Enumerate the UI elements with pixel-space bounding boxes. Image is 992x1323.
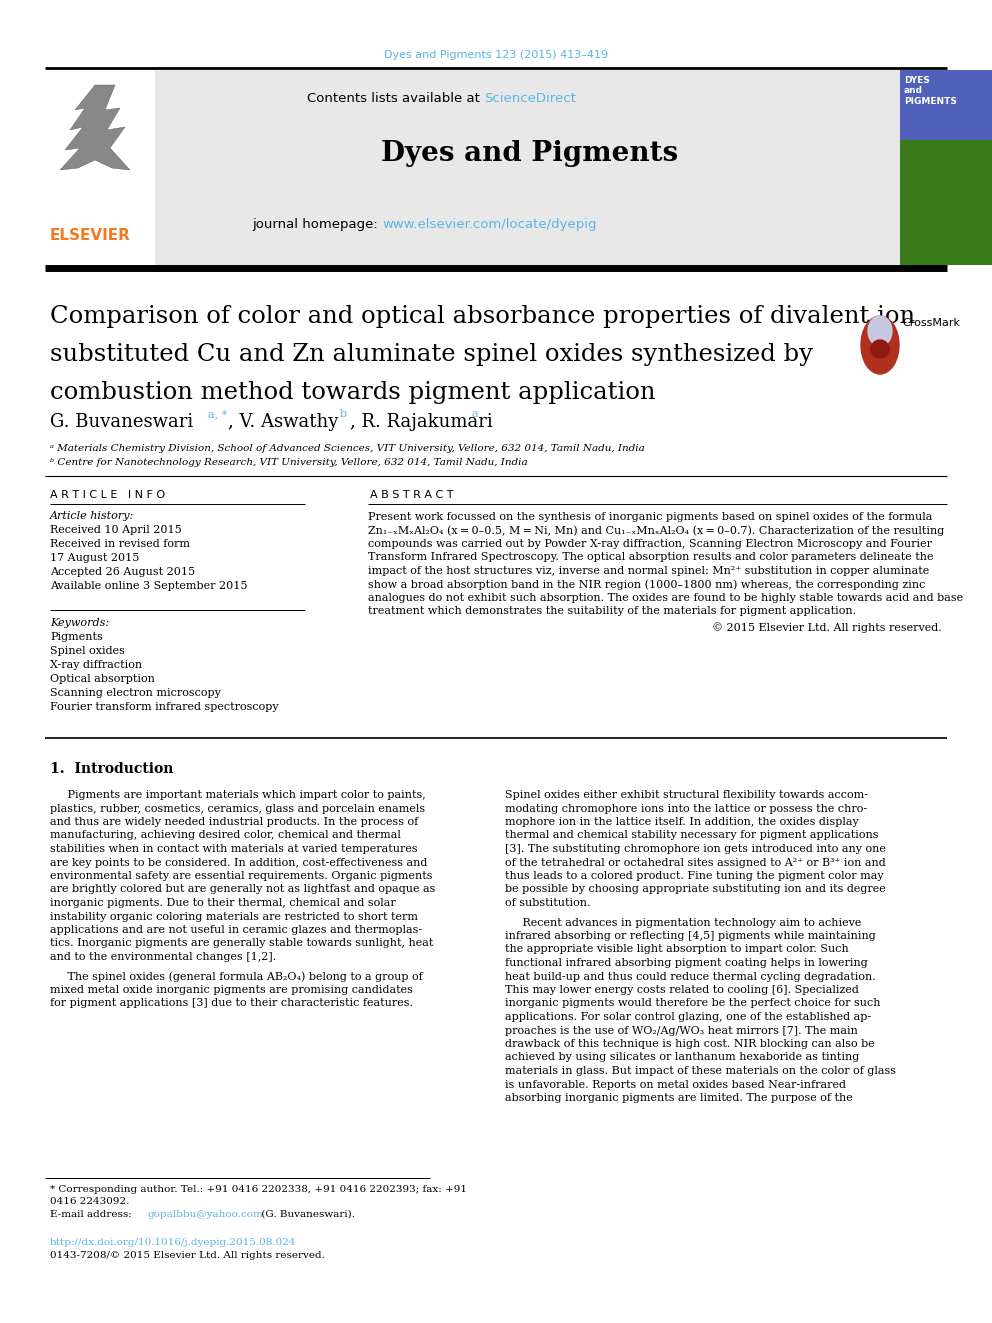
Text: Contents lists available at: Contents lists available at [307, 93, 484, 105]
Bar [155, 70, 900, 265]
Text: http://dx.doi.org/10.1016/j.dyepig.2015.08.024: http://dx.doi.org/10.1016/j.dyepig.2015.… [50, 1238, 297, 1248]
Text: * Corresponding author. Tel.: +91 0416 2202338, +91 0416 2202393; fax: +91: * Corresponding author. Tel.: +91 0416 2… [50, 1185, 467, 1193]
Text: G. Buvaneswari: G. Buvaneswari [50, 413, 193, 431]
Text: a, *: a, * [208, 409, 227, 419]
Text: 1.  Introduction: 1. Introduction [50, 762, 174, 777]
Ellipse shape [871, 340, 889, 359]
Text: is unfavorable. Reports on metal oxides based Near-infrared: is unfavorable. Reports on metal oxides … [505, 1080, 846, 1090]
Text: show a broad absorption band in the NIR region (1000–1800 nm) whereas, the corre: show a broad absorption band in the NIR … [368, 579, 926, 590]
Text: Spinel oxides either exhibit structural flexibility towards accom-: Spinel oxides either exhibit structural … [505, 790, 868, 800]
Text: Pigments are important materials which impart color to paints,: Pigments are important materials which i… [50, 790, 426, 800]
Text: the appropriate visible light absorption to impart color. Such: the appropriate visible light absorption… [505, 945, 849, 954]
Text: This may lower energy costs related to cooling [6]. Specialized: This may lower energy costs related to c… [505, 986, 859, 995]
Text: inorganic pigments. Due to their thermal, chemical and solar: inorganic pigments. Due to their thermal… [50, 898, 396, 908]
Text: achieved by using silicates or lanthanum hexaboride as tinting: achieved by using silicates or lanthanum… [505, 1053, 859, 1062]
Text: proaches is the use of WO₂/Ag/WO₃ heat mirrors [7]. The main: proaches is the use of WO₂/Ag/WO₃ heat m… [505, 1025, 858, 1036]
Text: gopalbbu@yahoo.com: gopalbbu@yahoo.com [148, 1211, 264, 1218]
Text: applications. For solar control glazing, one of the established ap-: applications. For solar control glazing,… [505, 1012, 871, 1021]
Text: of the tetrahedral or octahedral sites assigned to A²⁺ or B³⁺ ion and: of the tetrahedral or octahedral sites a… [505, 857, 886, 868]
Text: CrossMark: CrossMark [902, 318, 960, 328]
Text: ᵃ Materials Chemistry Division, School of Advanced Sciences, VIT University, Vel: ᵃ Materials Chemistry Division, School o… [50, 445, 645, 452]
Text: stabilities when in contact with materials at varied temperatures: stabilities when in contact with materia… [50, 844, 418, 855]
Text: ELSEVIER: ELSEVIER [50, 228, 131, 243]
Text: Available online 3 September 2015: Available online 3 September 2015 [50, 581, 247, 591]
Text: plastics, rubber, cosmetics, ceramics, glass and porcelain enamels: plastics, rubber, cosmetics, ceramics, g… [50, 803, 426, 814]
Text: 0143-7208/© 2015 Elsevier Ltd. All rights reserved.: 0143-7208/© 2015 Elsevier Ltd. All right… [50, 1252, 324, 1259]
Text: Received 10 April 2015: Received 10 April 2015 [50, 525, 182, 534]
Bar [45, 70, 153, 265]
Text: tics. Inorganic pigments are generally stable towards sunlight, heat: tics. Inorganic pigments are generally s… [50, 938, 434, 949]
Text: and thus are widely needed industrial products. In the process of: and thus are widely needed industrial pr… [50, 818, 419, 827]
Text: Fourier transform infrared spectroscopy: Fourier transform infrared spectroscopy [50, 703, 279, 712]
Text: a: a [472, 409, 478, 419]
Text: mophore ion in the lattice itself. In addition, the oxides display: mophore ion in the lattice itself. In ad… [505, 818, 859, 827]
Text: for pigment applications [3] due to their characteristic features.: for pigment applications [3] due to thei… [50, 999, 413, 1008]
Text: environmental safety are essential requirements. Organic pigments: environmental safety are essential requi… [50, 871, 433, 881]
Text: ScienceDirect: ScienceDirect [484, 93, 576, 105]
Text: thermal and chemical stability necessary for pigment applications: thermal and chemical stability necessary… [505, 831, 879, 840]
Text: analogues do not exhibit such absorption. The oxides are found to be highly stab: analogues do not exhibit such absorption… [368, 593, 963, 603]
Text: Accepted 26 August 2015: Accepted 26 August 2015 [50, 568, 195, 577]
Polygon shape [60, 85, 130, 169]
Text: of substitution.: of substitution. [505, 898, 590, 908]
Text: be possible by choosing appropriate substituting ion and its degree: be possible by choosing appropriate subs… [505, 885, 886, 894]
Text: Keywords:: Keywords: [50, 618, 109, 628]
Text: are key points to be considered. In addition, cost-effectiveness and: are key points to be considered. In addi… [50, 857, 428, 868]
Text: Comparison of color and optical absorbance properties of divalent ion: Comparison of color and optical absorban… [50, 306, 916, 328]
Text: compounds was carried out by Powder X-ray diffraction, Scanning Electron Microsc: compounds was carried out by Powder X-ra… [368, 538, 932, 549]
Text: Transform Infrared Spectroscopy. The optical absorption results and color parame: Transform Infrared Spectroscopy. The opt… [368, 553, 933, 562]
Text: substituted Cu and Zn aluminate spinel oxides synthesized by: substituted Cu and Zn aluminate spinel o… [50, 343, 813, 366]
Text: Dyes and Pigments: Dyes and Pigments [382, 140, 679, 167]
Text: b: b [340, 409, 347, 419]
Text: Dyes and Pigments 123 (2015) 413–419: Dyes and Pigments 123 (2015) 413–419 [384, 50, 608, 60]
Text: Optical absorption: Optical absorption [50, 673, 155, 684]
Text: (G. Buvaneswari).: (G. Buvaneswari). [258, 1211, 355, 1218]
Bar [900, 140, 992, 265]
Text: DYES
and
PIGMENTS: DYES and PIGMENTS [904, 75, 957, 106]
Text: Article history:: Article history: [50, 511, 134, 521]
Ellipse shape [861, 316, 899, 374]
Text: [3]. The substituting chromophore ion gets introduced into any one: [3]. The substituting chromophore ion ge… [505, 844, 886, 855]
Text: journal homepage:: journal homepage: [252, 218, 382, 232]
Text: © 2015 Elsevier Ltd. All rights reserved.: © 2015 Elsevier Ltd. All rights reserved… [712, 622, 942, 632]
Text: materials in glass. But impact of these materials on the color of glass: materials in glass. But impact of these … [505, 1066, 896, 1076]
Text: The spinel oxides (general formula AB₂O₄) belong to a group of: The spinel oxides (general formula AB₂O₄… [50, 971, 423, 982]
Text: modating chromophore ions into the lattice or possess the chro-: modating chromophore ions into the latti… [505, 803, 867, 814]
Text: mixed metal oxide inorganic pigments are promising candidates: mixed metal oxide inorganic pigments are… [50, 986, 413, 995]
Text: and to the environmental changes [1,2].: and to the environmental changes [1,2]. [50, 953, 276, 962]
Text: , R. Rajakumari: , R. Rajakumari [350, 413, 493, 431]
Text: treatment which demonstrates the suitability of the materials for pigment applic: treatment which demonstrates the suitabi… [368, 606, 856, 617]
Text: drawback of this technique is high cost. NIR blocking can also be: drawback of this technique is high cost.… [505, 1039, 875, 1049]
Text: Received in revised form: Received in revised form [50, 538, 190, 549]
Text: Recent advances in pigmentation technology aim to achieve: Recent advances in pigmentation technolo… [505, 917, 861, 927]
Text: X-ray diffraction: X-ray diffraction [50, 660, 142, 669]
Text: manufacturing, achieving desired color, chemical and thermal: manufacturing, achieving desired color, … [50, 831, 401, 840]
Text: ᵇ Centre for Nanotechnology Research, VIT University, Vellore, 632 014, Tamil Na: ᵇ Centre for Nanotechnology Research, VI… [50, 458, 528, 467]
Text: 0416 2243092.: 0416 2243092. [50, 1197, 129, 1207]
Text: heat build-up and thus could reduce thermal cycling degradation.: heat build-up and thus could reduce ther… [505, 971, 876, 982]
Text: 17 August 2015: 17 August 2015 [50, 553, 139, 564]
Text: functional infrared absorbing pigment coating helps in lowering: functional infrared absorbing pigment co… [505, 958, 868, 968]
Text: A B S T R A C T: A B S T R A C T [370, 490, 453, 500]
Text: , V. Aswathy: , V. Aswathy [228, 413, 338, 431]
Bar [900, 70, 992, 265]
Text: www.elsevier.com/locate/dyepig: www.elsevier.com/locate/dyepig [382, 218, 596, 232]
Ellipse shape [868, 316, 892, 347]
Text: thus leads to a colored product. Fine tuning the pigment color may: thus leads to a colored product. Fine tu… [505, 871, 884, 881]
Text: E-mail address:: E-mail address: [50, 1211, 135, 1218]
Text: absorbing inorganic pigments are limited. The purpose of the: absorbing inorganic pigments are limited… [505, 1093, 853, 1103]
Text: Pigments: Pigments [50, 632, 103, 642]
Text: impact of the host structures viz, inverse and normal spinel: Mn²⁺ substitution : impact of the host structures viz, inver… [368, 566, 930, 576]
Text: A R T I C L E   I N F O: A R T I C L E I N F O [50, 490, 165, 500]
Text: inorganic pigments would therefore be the perfect choice for such: inorganic pigments would therefore be th… [505, 999, 881, 1008]
Text: instability organic coloring materials are restricted to short term: instability organic coloring materials a… [50, 912, 418, 922]
Text: Spinel oxides: Spinel oxides [50, 646, 125, 656]
Text: applications and are not useful in ceramic glazes and thermoplas-: applications and are not useful in ceram… [50, 925, 423, 935]
Text: Zn₁₋ₓMₓAl₂O₄ (x = 0–0.5, M = Ni, Mn) and Cu₁₋ₓMnₓAl₂O₄ (x = 0–0.7). Characteriza: Zn₁₋ₓMₓAl₂O₄ (x = 0–0.5, M = Ni, Mn) and… [368, 525, 944, 536]
Text: Scanning electron microscopy: Scanning electron microscopy [50, 688, 221, 699]
Text: are brightly colored but are generally not as lightfast and opaque as: are brightly colored but are generally n… [50, 885, 435, 894]
Text: infrared absorbing or reflecting [4,5] pigments while maintaining: infrared absorbing or reflecting [4,5] p… [505, 931, 876, 941]
Text: combustion method towards pigment application: combustion method towards pigment applic… [50, 381, 656, 404]
Text: Present work focussed on the synthesis of inorganic pigments based on spinel oxi: Present work focussed on the synthesis o… [368, 512, 932, 523]
